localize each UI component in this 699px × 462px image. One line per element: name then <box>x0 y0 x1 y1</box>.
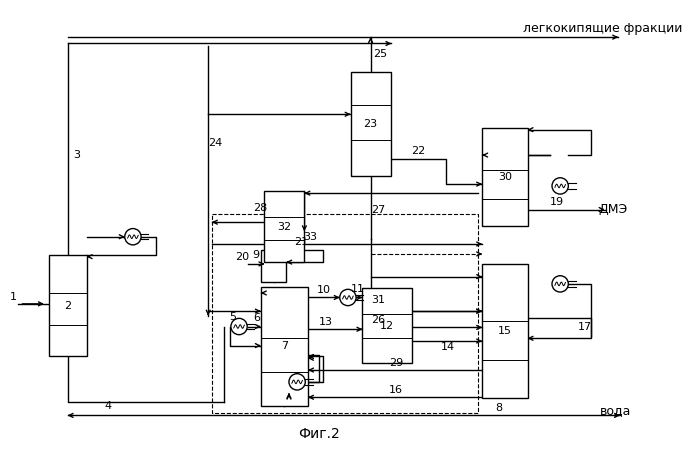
Text: 20: 20 <box>235 252 249 261</box>
Text: 4: 4 <box>105 401 112 411</box>
Text: 12: 12 <box>380 321 394 331</box>
Text: 19: 19 <box>549 197 563 207</box>
Text: 32: 32 <box>278 222 291 232</box>
Text: 22: 22 <box>412 146 426 156</box>
Text: 13: 13 <box>319 317 333 327</box>
Circle shape <box>340 289 356 306</box>
Bar <box>482 264 528 398</box>
Bar <box>261 250 286 282</box>
Text: 15: 15 <box>498 326 512 336</box>
Circle shape <box>289 374 305 390</box>
Text: 14: 14 <box>440 342 455 353</box>
Text: 1: 1 <box>10 292 17 303</box>
Bar <box>48 255 87 357</box>
Text: 29: 29 <box>389 358 403 368</box>
Bar <box>261 286 308 407</box>
Circle shape <box>552 276 568 292</box>
Text: 2: 2 <box>64 301 71 310</box>
Text: 10: 10 <box>317 285 331 295</box>
Text: 31: 31 <box>371 295 385 305</box>
Circle shape <box>552 178 568 194</box>
Text: 9: 9 <box>252 250 259 260</box>
Text: 11: 11 <box>351 284 365 294</box>
Text: ДМЭ: ДМЭ <box>598 203 628 216</box>
Text: 33: 33 <box>303 232 317 242</box>
Text: 30: 30 <box>498 172 512 182</box>
Text: 27: 27 <box>372 205 386 214</box>
Bar <box>482 128 528 226</box>
Text: 21: 21 <box>294 237 308 247</box>
Text: вода: вода <box>600 404 631 417</box>
Text: 17: 17 <box>577 322 592 333</box>
Text: легкокипящие фракции: легкокипящие фракции <box>523 22 682 35</box>
Circle shape <box>231 318 247 334</box>
Text: 16: 16 <box>389 385 403 395</box>
Text: 28: 28 <box>253 203 267 213</box>
Bar <box>351 72 391 176</box>
Text: 24: 24 <box>208 138 222 148</box>
Text: 6: 6 <box>253 313 260 323</box>
Text: 23: 23 <box>363 119 377 129</box>
Circle shape <box>124 229 141 245</box>
Text: 26: 26 <box>370 315 385 325</box>
Text: 5: 5 <box>229 312 236 322</box>
Text: 25: 25 <box>373 49 388 60</box>
Text: Фиг.2: Фиг.2 <box>298 426 340 441</box>
Text: 8: 8 <box>495 403 502 413</box>
Text: 3: 3 <box>73 150 80 160</box>
Bar <box>264 191 304 262</box>
Text: 7: 7 <box>281 341 288 352</box>
Bar <box>362 288 412 363</box>
